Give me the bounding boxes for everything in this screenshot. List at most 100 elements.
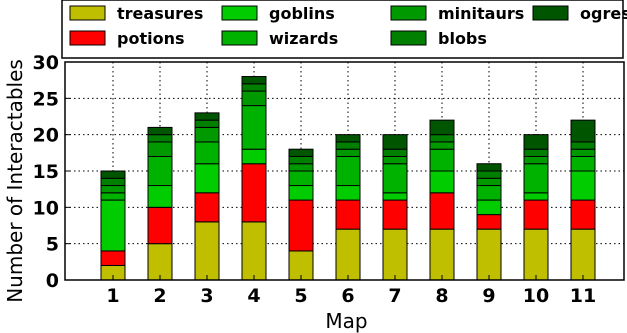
bar-segment-blobs-map-9: [476, 170, 502, 179]
x-tick-label: 5: [294, 285, 307, 307]
bar-segment-minitaurs-map-4: [241, 90, 267, 107]
legend-swatch-potions: [69, 30, 106, 46]
bar-segment-blobs-map-3: [194, 119, 220, 128]
bar-segment-potions-map-2: [147, 206, 173, 245]
bar-segment-minitaurs-map-9: [476, 177, 502, 187]
y-tick-label: 5: [46, 234, 59, 256]
y-ticks: 0 5 10 15 20 25 30: [33, 52, 70, 292]
legend-label-blobs: blobs: [438, 29, 487, 48]
legend-label-minitaurs: minitaurs: [438, 4, 524, 23]
bar-segment-blobs-map-8: [429, 134, 455, 143]
bar-segment-minitaurs-map-11: [570, 148, 596, 157]
bar-segment-blobs-map-10: [523, 148, 549, 157]
y-axis-label: Number of Interactables: [3, 59, 27, 303]
bar-segment-goblins-map-2: [147, 185, 173, 208]
bar-segment-wizards-map-3: [194, 141, 220, 165]
bar-segment-wizards-map-10: [523, 163, 549, 194]
bar-segment-wizards-map-2: [147, 155, 173, 187]
bar-segment-blobs-map-2: [147, 134, 173, 143]
bar-segment-blobs-map-11: [570, 141, 596, 150]
bar-segment-wizards-map-11: [570, 155, 596, 172]
legend-swatch-treasures: [69, 5, 106, 21]
x-tick-label: 6: [341, 285, 354, 307]
bar-segment-potions-map-10: [523, 199, 549, 230]
bar-segment-ogres-map-3: [194, 112, 220, 121]
bar-segment-wizards-map-6: [335, 155, 361, 187]
bar-segment-treasures-map-11: [570, 228, 596, 281]
x-ticks: 1 2 3 4 5 6 7 8 9 10 11: [106, 275, 596, 307]
bar-segment-ogres-map-1: [100, 170, 126, 179]
x-tick-label: 7: [388, 285, 401, 307]
bar-segment-potions-map-11: [570, 199, 596, 230]
x-tick-label: 10: [523, 285, 549, 307]
bar-segment-potions-map-1: [100, 250, 126, 266]
bar-segment-wizards-map-1: [100, 192, 126, 201]
bar-segment-ogres-map-9: [476, 163, 502, 172]
bar-segment-wizards-map-5: [288, 170, 314, 187]
x-tick-label: 3: [200, 285, 213, 307]
legend-label-potions: potions: [117, 29, 184, 48]
legend-frame: [61, 0, 624, 59]
legend-swatch-wizards: [221, 30, 258, 46]
bar-segment-treasures-map-9: [476, 228, 502, 281]
legend-label-wizards: wizards: [269, 29, 338, 48]
legend-label-ogres: ogres: [580, 4, 627, 23]
bar-segment-minitaurs-map-7: [382, 155, 408, 165]
y-tick-label: 30: [33, 52, 59, 74]
bar-segment-treasures-map-2: [147, 243, 173, 281]
bar-segment-ogres-map-2: [147, 126, 173, 136]
bar-segment-blobs-map-1: [100, 177, 126, 187]
bar-segment-ogres-map-8: [429, 119, 455, 136]
legend: treasures goblins minitaurs ogres potions wiz…: [61, 0, 627, 59]
legend-label-goblins: goblins: [269, 4, 335, 23]
bar-segment-blobs-map-7: [382, 148, 408, 157]
bar-segment-goblins-map-1: [100, 199, 126, 252]
y-tick-label: 15: [33, 161, 59, 183]
bar-segment-ogres-map-4: [241, 76, 267, 85]
bar-segment-goblins-map-3: [194, 163, 220, 194]
bar-segment-goblins-map-7: [382, 192, 408, 201]
bar-segment-minitaurs-map-6: [335, 148, 361, 157]
bar-segment-potions-map-6: [335, 199, 361, 230]
bar-segment-minitaurs-map-3: [194, 126, 220, 143]
bar-segment-goblins-map-5: [288, 185, 314, 201]
bar-segment-potions-map-7: [382, 199, 408, 230]
legend-swatch-blobs: [390, 30, 427, 46]
bar-segment-ogres-map-6: [335, 134, 361, 143]
bar-segment-ogres-map-7: [382, 134, 408, 150]
bar-segment-blobs-map-4: [241, 83, 267, 92]
y-tick-label: 10: [33, 197, 59, 219]
y-tick-label: 25: [33, 88, 59, 110]
bar-segment-blobs-map-6: [335, 141, 361, 150]
bar-segment-treasures-map-3: [194, 221, 220, 281]
bar-segment-wizards-map-8: [429, 148, 455, 172]
bar-segment-wizards-map-7: [382, 163, 408, 194]
bar-segment-goblins-map-8: [429, 170, 455, 194]
legend-swatch-minitaurs: [390, 5, 427, 21]
x-tick-label: 1: [106, 285, 119, 307]
bar-segment-goblins-map-10: [523, 192, 549, 201]
bar-segment-minitaurs-map-10: [523, 155, 549, 165]
y-tick-label: 0: [46, 270, 59, 292]
bar-segment-goblins-map-4: [241, 148, 267, 165]
bar-segment-goblins-map-9: [476, 199, 502, 216]
bar-segment-potions-map-5: [288, 199, 314, 252]
bar-segment-potions-map-9: [476, 214, 502, 230]
bar-segment-goblins-map-11: [570, 170, 596, 201]
bar-segment-treasures-map-6: [335, 228, 361, 281]
x-tick-label: 11: [570, 285, 596, 307]
bar-segment-treasures-map-10: [523, 228, 549, 281]
x-axis-label: Map: [325, 309, 367, 333]
bar-segment-ogres-map-11: [570, 119, 596, 143]
legend-swatch-ogres: [532, 5, 569, 21]
bar-segment-minitaurs-map-5: [288, 163, 314, 172]
bar-segment-potions-map-3: [194, 192, 220, 223]
bar-segment-minitaurs-map-8: [429, 141, 455, 150]
bar-segment-treasures-map-4: [241, 221, 267, 281]
bar-segment-minitaurs-map-1: [100, 185, 126, 194]
bar-segment-treasures-map-8: [429, 228, 455, 281]
y-tick-label: 20: [33, 125, 59, 147]
legend-label-treasures: treasures: [117, 4, 203, 23]
bar-segment-blobs-map-5: [288, 155, 314, 165]
x-tick-label: 9: [482, 285, 495, 307]
